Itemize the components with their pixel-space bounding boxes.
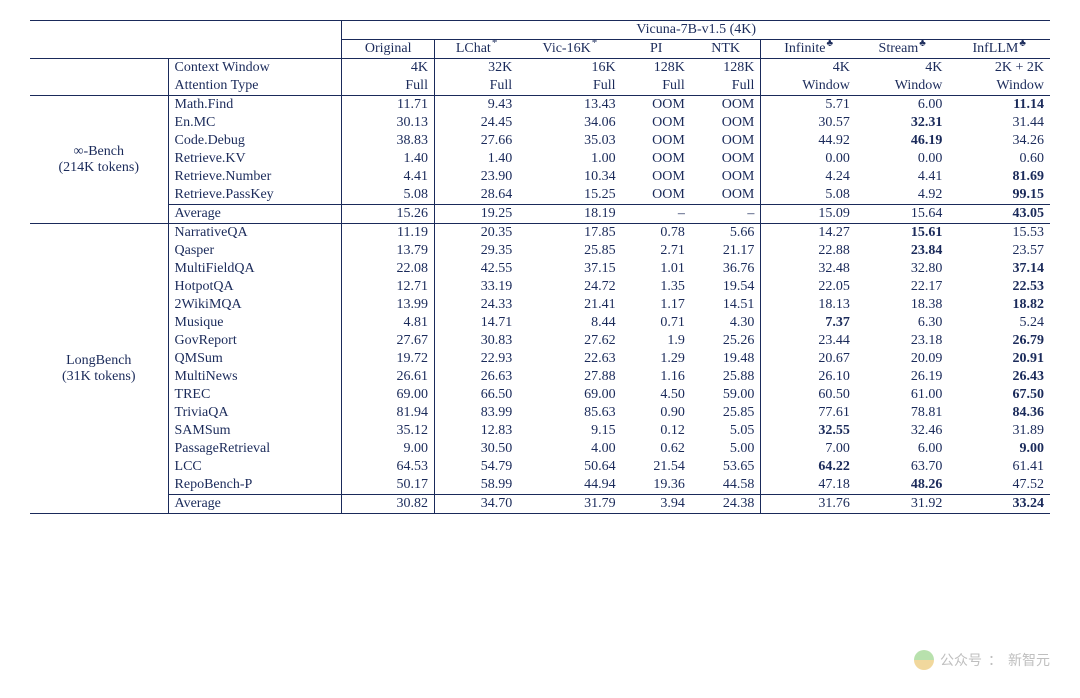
watermark-sep: ： xyxy=(988,650,1002,670)
group-label: ∞-Bench(214K tokens) xyxy=(30,96,168,224)
wechat-logo-icon xyxy=(914,650,934,670)
col-infinite: Infinite xyxy=(761,40,856,59)
col-lchat: LChat xyxy=(434,40,518,59)
row-label: Retrieve.KV xyxy=(168,150,342,168)
watermark-source: 公众号 xyxy=(940,650,982,670)
meta-context-window: Context Window xyxy=(168,59,342,78)
row-label: Retrieve.Number xyxy=(168,168,342,186)
row-label: HotpotQA xyxy=(168,278,342,296)
row-label: Qasper xyxy=(168,242,342,260)
row-label: MultiNews xyxy=(168,368,342,386)
row-label: NarrativeQA xyxy=(168,224,342,243)
row-label: 2WikiMQA xyxy=(168,296,342,314)
row-label: En.MC xyxy=(168,114,342,132)
col-stream: Stream xyxy=(856,40,949,59)
row-label: LCC xyxy=(168,458,342,476)
results-table: Vicuna-7B-v1.5 (4K)OriginalLChatVic-16KP… xyxy=(30,20,1050,514)
col-infllm: InfLLM xyxy=(948,40,1050,59)
table-header: Vicuna-7B-v1.5 (4K)OriginalLChatVic-16KP… xyxy=(30,21,1050,96)
watermark: 公众号 ： 新智元 xyxy=(914,650,1050,670)
row-label: QMSum xyxy=(168,350,342,368)
row-label: TREC xyxy=(168,386,342,404)
col-ntk: NTK xyxy=(691,40,761,59)
row-label: MultiFieldQA xyxy=(168,260,342,278)
row-label: RepoBench-P xyxy=(168,476,342,495)
col-vic-16k: Vic-16K xyxy=(518,40,621,59)
row-label: PassageRetrieval xyxy=(168,440,342,458)
average-label: Average xyxy=(168,495,342,514)
row-label: Retrieve.PassKey xyxy=(168,186,342,205)
row-label: Musique xyxy=(168,314,342,332)
group-label: LongBench(31K tokens) xyxy=(30,224,168,514)
meta-attention-type: Attention Type xyxy=(168,77,342,96)
col-pi: PI xyxy=(622,40,691,59)
row-label: SAMSum xyxy=(168,422,342,440)
col-original: Original xyxy=(342,40,435,59)
row-label: GovReport xyxy=(168,332,342,350)
average-label: Average xyxy=(168,205,342,224)
row-label: TriviaQA xyxy=(168,404,342,422)
table-body: ∞-Bench(214K tokens)Math.Find11.719.4313… xyxy=(30,96,1050,514)
model-name: Vicuna-7B-v1.5 (4K) xyxy=(342,21,1050,40)
watermark-name: 新智元 xyxy=(1008,650,1050,670)
row-label: Math.Find xyxy=(168,96,342,115)
row-label: Code.Debug xyxy=(168,132,342,150)
